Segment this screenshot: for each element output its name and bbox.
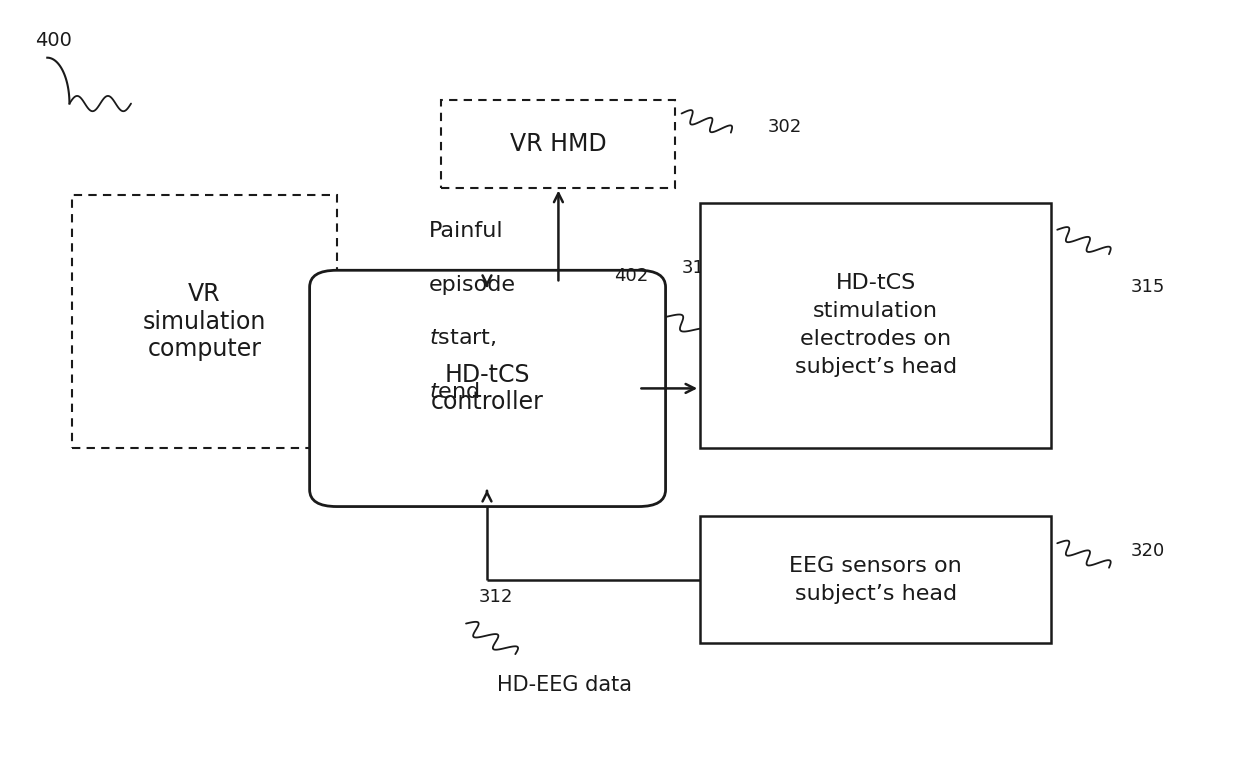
Text: 315: 315 — [1131, 278, 1166, 296]
Text: 310: 310 — [682, 259, 715, 277]
Text: 302: 302 — [768, 117, 802, 135]
Text: 402: 402 — [614, 267, 649, 284]
Text: HD-tCS
stimulation
electrodes on
subject’s head: HD-tCS stimulation electrodes on subject… — [795, 274, 956, 377]
Text: 320: 320 — [1131, 542, 1166, 560]
Text: $t$end: $t$end — [429, 382, 480, 402]
Text: 400: 400 — [35, 31, 72, 50]
FancyBboxPatch shape — [441, 100, 676, 188]
Text: VR
simulation
computer: VR simulation computer — [143, 281, 267, 361]
Text: $t$start,: $t$start, — [429, 327, 496, 349]
FancyBboxPatch shape — [701, 516, 1052, 642]
FancyBboxPatch shape — [310, 271, 666, 506]
Text: Painful: Painful — [429, 221, 503, 241]
Text: episode: episode — [429, 274, 516, 295]
FancyBboxPatch shape — [72, 196, 337, 448]
FancyBboxPatch shape — [701, 203, 1052, 448]
Text: 312: 312 — [479, 587, 512, 606]
Text: HD-tCS
controller: HD-tCS controller — [432, 363, 544, 414]
Text: EEG sensors on
subject’s head: EEG sensors on subject’s head — [789, 556, 962, 604]
Text: VR HMD: VR HMD — [510, 131, 606, 155]
Text: HD-EEG data: HD-EEG data — [497, 675, 632, 695]
